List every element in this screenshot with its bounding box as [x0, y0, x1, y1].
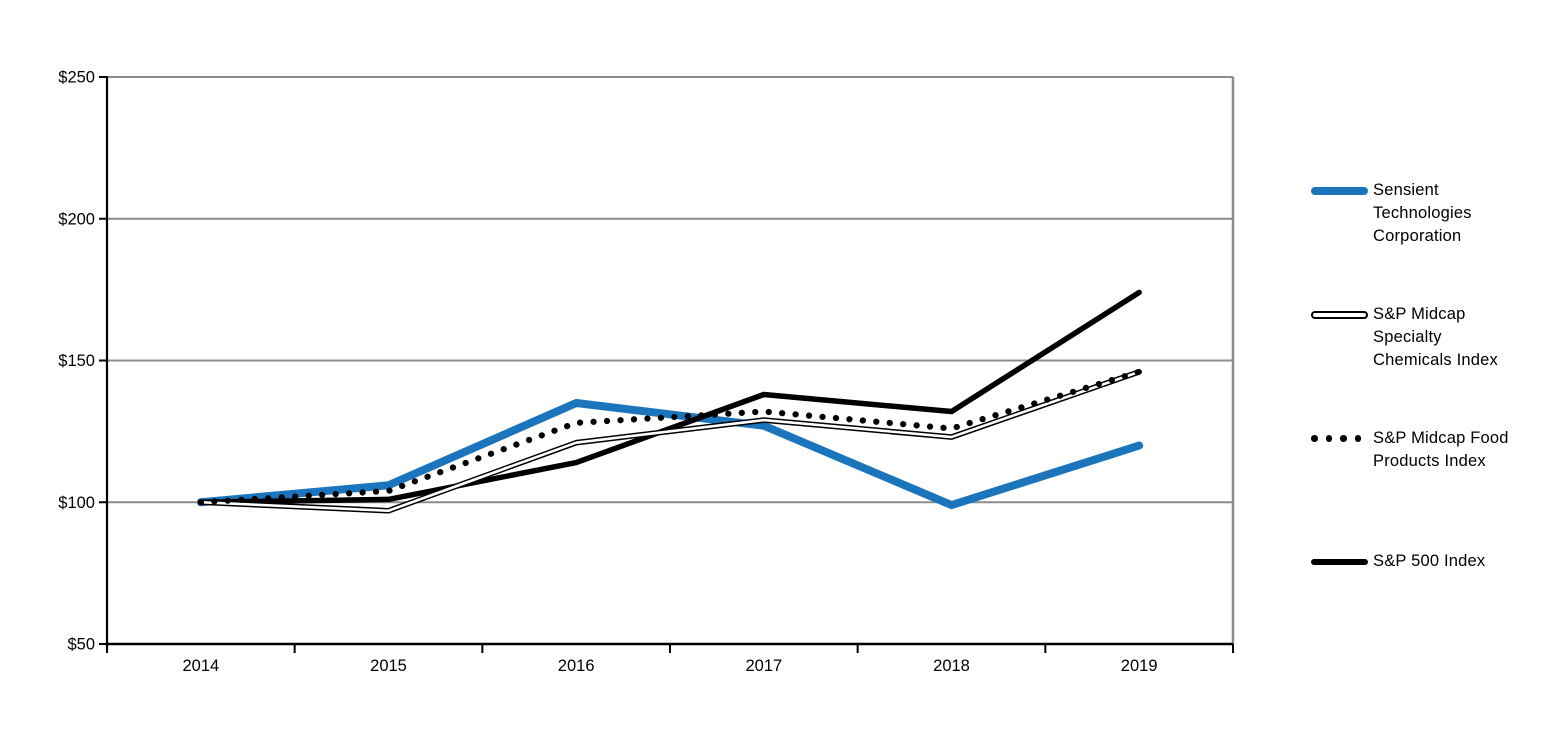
x-axis-tick-label: 2015 — [370, 657, 407, 675]
dot-icon — [1354, 435, 1361, 442]
y-axis-tick-label: $50 — [67, 636, 95, 654]
x-axis-tick-label: 2018 — [933, 657, 970, 675]
legend-item-sp500: S&P 500 Index — [1311, 550, 1523, 573]
legend-item-sensient: Sensient Technologies Corporation — [1311, 179, 1523, 248]
dot-icon — [1325, 435, 1332, 442]
x-axis-tick-label: 2016 — [558, 657, 595, 675]
legend-item-specialty-chemicals: S&P Midcap Specialty Chemicals Index — [1311, 303, 1523, 372]
legend-swatch-double-line — [1311, 310, 1368, 319]
x-axis-tick-label: 2014 — [182, 657, 219, 675]
y-axis-tick-label: $200 — [58, 210, 95, 228]
y-axis-tick-label: $250 — [58, 69, 95, 87]
legend-swatch-solid-black-line — [1311, 558, 1368, 565]
legend-swatch-solid-blue-line — [1311, 186, 1368, 195]
y-axis-tick-label: $150 — [58, 352, 95, 370]
series-line-sensient — [196, 399, 1144, 510]
x-axis-tick-label: 2017 — [745, 657, 782, 675]
dot-icon — [1311, 435, 1318, 442]
series-line-food-products — [197, 368, 1143, 506]
dot-icon — [1340, 435, 1347, 442]
legend-swatch-dotted-line — [1311, 435, 1361, 442]
legend-label-food-products: S&P Midcap Food Products Index — [1373, 429, 1509, 470]
legend-item-food-products: S&P Midcap Food Products Index — [1311, 427, 1523, 473]
legend-label-sp500: S&P 500 Index — [1373, 552, 1486, 570]
series-line-sp500 — [198, 289, 1142, 505]
y-axis-tick-label: $100 — [58, 494, 95, 512]
series-line-specialty-chemicals-inner — [199, 370, 1141, 513]
legend-label-specialty-chemicals: S&P Midcap Specialty Chemicals Index — [1373, 305, 1498, 369]
legend-label-sensient: Sensient Technologies Corporation — [1373, 181, 1472, 245]
x-axis-tick-label: 2019 — [1121, 657, 1158, 675]
